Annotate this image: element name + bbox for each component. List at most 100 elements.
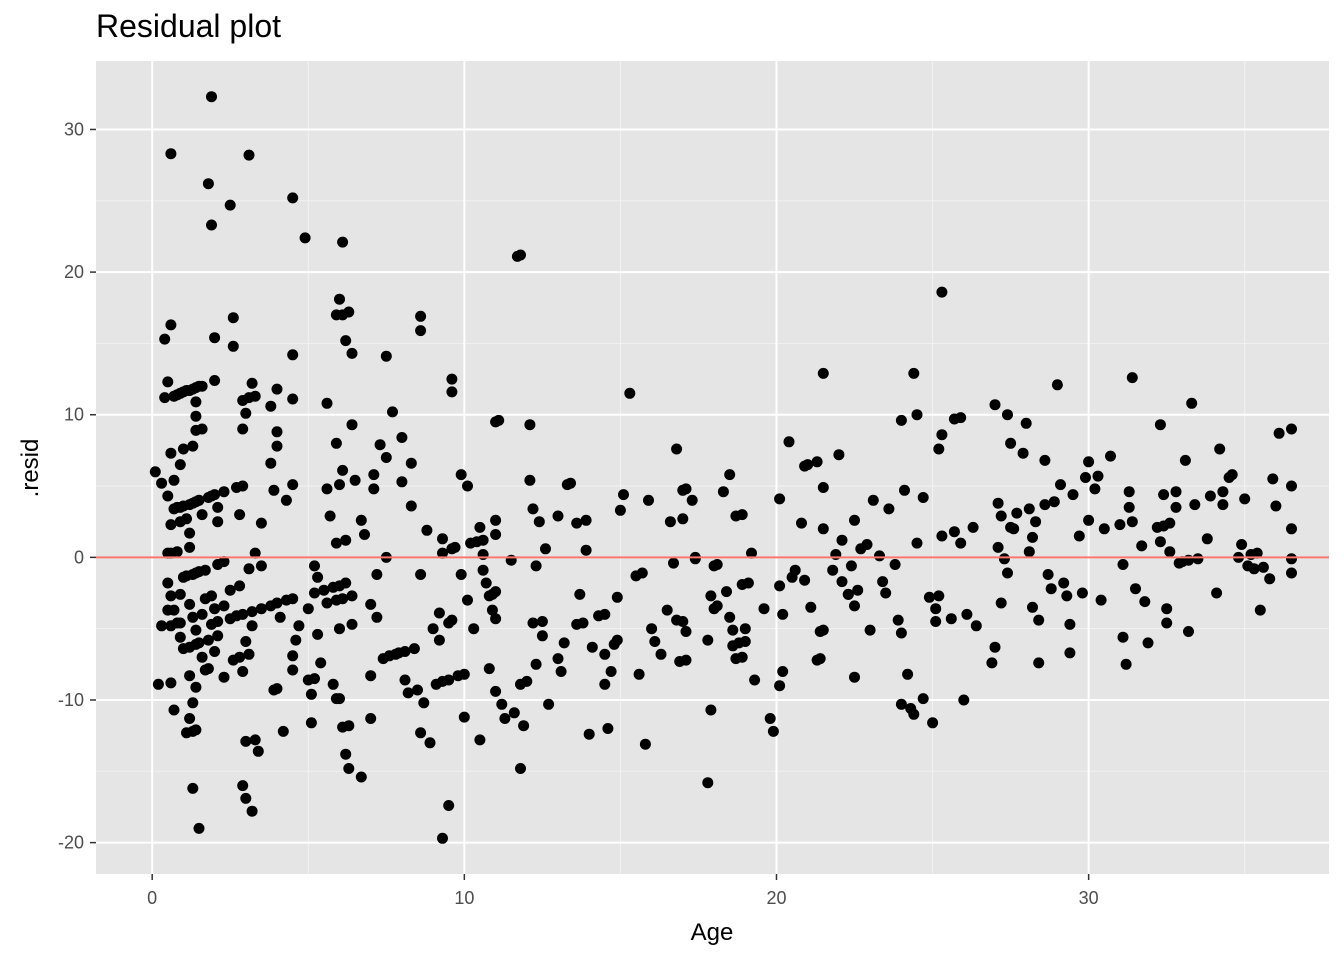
data-point	[1083, 456, 1095, 468]
data-point	[764, 713, 776, 724]
data-point	[318, 584, 330, 596]
data-point	[187, 782, 199, 794]
data-point	[340, 577, 352, 589]
data-point	[1017, 447, 1029, 459]
data-point	[877, 576, 889, 588]
data-point	[774, 493, 786, 505]
data-point	[530, 658, 542, 670]
data-point	[240, 407, 252, 419]
data-point	[321, 483, 333, 495]
data-point	[309, 673, 320, 685]
data-point	[802, 459, 814, 471]
data-points	[149, 91, 1297, 844]
data-point	[305, 688, 317, 700]
data-point	[340, 748, 352, 760]
data-point	[287, 192, 299, 204]
data-point	[1158, 489, 1170, 501]
data-point	[368, 483, 380, 495]
data-point	[783, 436, 795, 448]
data-point	[305, 717, 317, 729]
data-point	[483, 663, 495, 675]
data-point	[337, 593, 349, 605]
data-point	[271, 383, 283, 395]
data-point	[811, 456, 823, 468]
data-point	[1058, 577, 1070, 589]
data-point	[315, 657, 327, 669]
data-point	[287, 664, 299, 676]
data-point	[156, 620, 168, 632]
data-point	[218, 556, 230, 568]
data-point	[1033, 614, 1045, 626]
data-point	[399, 646, 411, 657]
data-point	[1142, 637, 1154, 649]
data-point	[462, 480, 473, 492]
chart-title: Residual plot	[96, 8, 281, 44]
data-point	[852, 584, 864, 596]
data-point	[324, 510, 336, 522]
data-point	[287, 593, 299, 605]
data-point	[330, 437, 342, 449]
data-point	[817, 523, 829, 535]
data-point	[1226, 469, 1238, 481]
data-point	[174, 459, 186, 471]
data-point	[159, 392, 171, 404]
data-point	[312, 571, 324, 583]
data-point	[917, 693, 929, 705]
data-point	[633, 668, 645, 680]
data-point	[168, 704, 180, 716]
data-point	[246, 805, 258, 817]
data-point	[1117, 631, 1129, 643]
data-point	[237, 480, 249, 492]
data-point	[671, 443, 683, 455]
data-point	[689, 553, 701, 565]
data-point	[218, 671, 230, 683]
data-point	[1023, 546, 1035, 558]
data-point	[162, 490, 174, 502]
data-point	[165, 590, 177, 602]
data-point	[337, 464, 349, 476]
data-point	[387, 406, 398, 418]
data-point	[408, 643, 420, 655]
data-point	[1217, 486, 1229, 498]
data-point	[446, 614, 458, 626]
data-point	[421, 524, 433, 536]
data-point	[1154, 419, 1166, 431]
data-point	[705, 704, 717, 716]
data-point	[355, 771, 367, 783]
data-point	[536, 630, 548, 642]
data-point	[1042, 569, 1054, 580]
data-point	[218, 486, 230, 498]
data-point	[902, 668, 914, 680]
data-point	[1095, 594, 1107, 606]
x-axis-ticks: 0 10 20 30	[147, 874, 1099, 908]
data-point	[212, 630, 224, 642]
data-point	[911, 537, 923, 549]
data-point	[599, 608, 611, 620]
data-point	[159, 333, 171, 345]
data-point	[252, 745, 264, 757]
data-point	[677, 513, 689, 525]
data-point	[309, 560, 320, 572]
data-point	[655, 648, 667, 660]
data-point	[187, 440, 199, 452]
data-point	[643, 494, 654, 506]
data-point	[202, 663, 214, 675]
data-point	[955, 412, 967, 424]
data-point	[455, 569, 467, 580]
data-point	[1098, 523, 1110, 535]
data-point	[271, 683, 283, 695]
data-point	[515, 249, 526, 261]
data-point	[636, 567, 648, 579]
data-point	[405, 500, 417, 512]
data-point	[237, 780, 249, 792]
data-point	[212, 501, 224, 513]
data-point	[721, 586, 732, 598]
data-point	[427, 623, 439, 635]
x-tick-label: 10	[454, 888, 474, 908]
data-point	[927, 717, 939, 729]
data-point	[1217, 499, 1229, 511]
data-point	[1161, 603, 1173, 615]
data-point	[424, 737, 436, 749]
data-point	[817, 367, 829, 379]
data-point	[1027, 601, 1038, 613]
